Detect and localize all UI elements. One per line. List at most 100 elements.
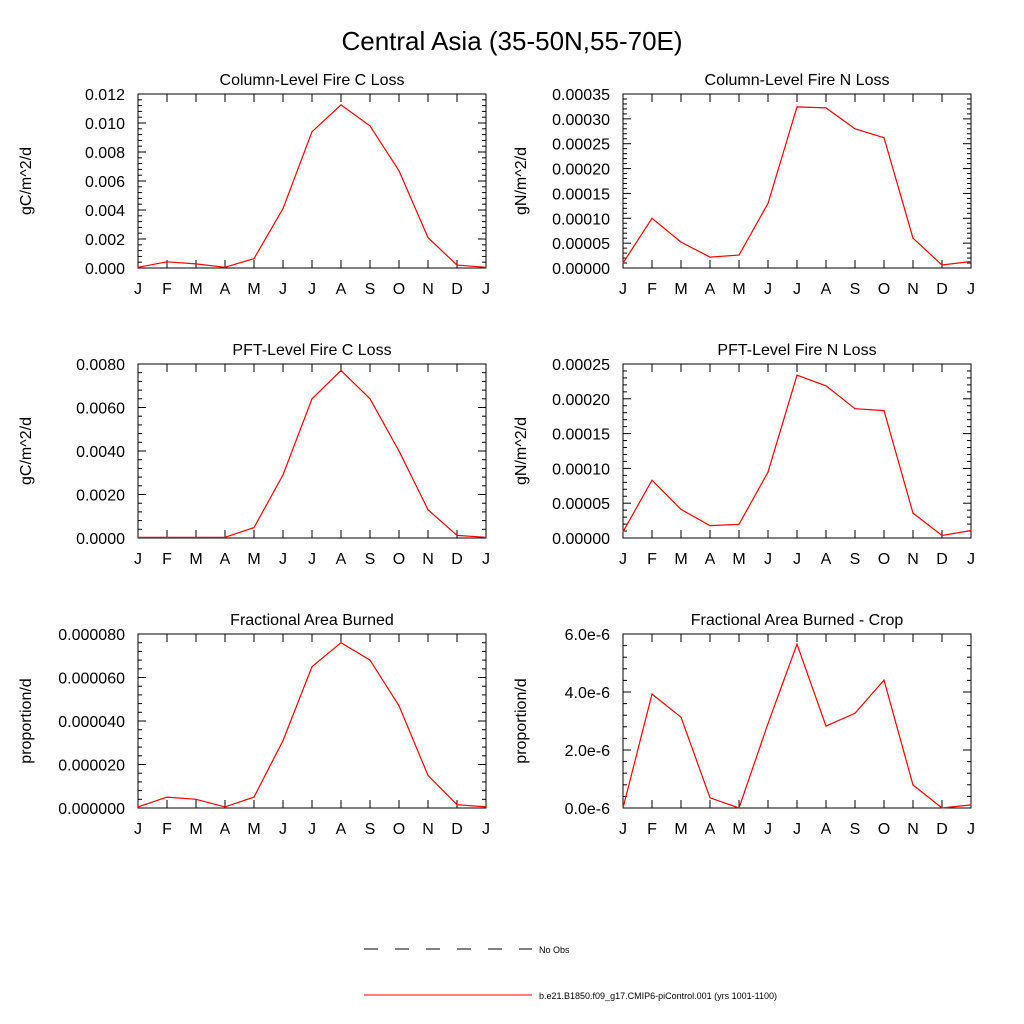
data-point [485,806,487,808]
y-tick-label: 4.0e-6 [565,685,610,702]
data-point [282,474,284,476]
x-tick-label: J [279,821,287,838]
x-tick-label: J [279,551,287,568]
x-tick-label: O [393,821,405,838]
series-line [622,374,972,537]
x-tick-label: D [451,281,463,298]
chart-title: Column-Level Fire N Loss [705,72,890,89]
chart-title: Fractional Area Burned - Crop [691,612,904,629]
data-point [970,804,972,806]
y-tick-label: 6.0e-6 [565,627,610,644]
x-tick-label: A [336,821,347,838]
x-tick-label: A [705,551,716,568]
y-tick-label: 0.00015 [552,186,610,203]
x-tick-label: A [705,821,716,838]
data-point [622,262,624,264]
data-point [941,807,943,809]
x-tick-label: A [821,281,832,298]
x-tick-label: O [878,281,890,298]
data-point [854,408,856,410]
data-point [912,237,914,239]
data-point [456,804,458,806]
data-point [340,369,342,372]
data-point [427,236,429,239]
data-point [137,266,139,268]
y-tick-label: 0.00025 [552,137,610,154]
data-point [709,524,711,527]
x-tick-label: A [705,281,716,298]
data-point [398,450,400,452]
y-tick-label: 0.00010 [552,461,610,478]
data-point [253,796,255,798]
data-point [854,128,856,130]
x-tick-label: A [220,821,231,838]
x-tick-label: O [878,551,890,568]
y-axis-label: gC/m^2/d [18,417,35,485]
y-tick-label: 0.00035 [552,87,610,104]
data-point [456,264,458,266]
x-tick-label: J [308,281,316,298]
chart-title: Fractional Area Burned [230,612,394,629]
x-tick-label: O [393,281,405,298]
data-point [369,659,371,661]
y-ticks [623,633,971,809]
x-tick-label: J [619,281,627,298]
x-tick-label: D [451,551,463,568]
x-tick-label: M [247,821,260,838]
x-tick-label: F [162,821,172,838]
x-tick-label: D [451,821,463,838]
x-tick-label: M [189,281,202,298]
figure-title: Central Asia (35-50N,55-70E) [341,26,682,56]
x-tick-label: N [422,281,434,298]
data-point [738,523,740,525]
x-tick-label: J [279,281,287,298]
chart-title: PFT-Level Fire N Loss [717,342,876,359]
data-point [970,529,972,532]
x-tick-label: J [764,281,772,298]
x-tick-label: S [850,281,861,298]
x-tick-label: A [220,281,231,298]
x-tick-label: N [907,281,919,298]
x-ticks [137,94,487,268]
data-point [883,410,885,412]
series-line [137,641,487,808]
x-tick-label: J [764,821,772,838]
x-tick-label: S [850,821,861,838]
y-tick-label: 0.00030 [552,112,610,129]
data-point [854,712,856,714]
plot-frame [622,363,972,539]
x-tick-label: D [936,821,948,838]
x-tick-label: A [821,551,832,568]
data-point [311,666,313,668]
y-ticks [623,363,971,539]
data-point [253,257,255,260]
data-point [825,107,827,109]
data-point [369,398,371,400]
x-tick-label: M [189,821,202,838]
x-tick-label: J [793,551,801,568]
data-point [485,266,487,268]
x-tick-label: A [821,821,832,838]
data-point [166,261,168,263]
data-point [767,202,769,204]
x-tick-label: S [365,281,376,298]
data-point [738,254,740,256]
x-tick-label: A [336,281,347,298]
y-ticks [138,93,486,269]
data-point [224,266,226,268]
data-point [456,534,458,536]
x-tick-label: M [189,551,202,568]
x-tick-label: N [422,551,434,568]
data-point [883,137,885,139]
y-tick-label: 0.0080 [76,357,125,374]
data-point [485,536,487,538]
y-tick-label: 0.012 [85,87,125,104]
data-point [340,642,342,644]
y-tick-label: 0.00000 [552,261,610,278]
x-tick-label: M [732,551,745,568]
data-point [340,104,342,106]
